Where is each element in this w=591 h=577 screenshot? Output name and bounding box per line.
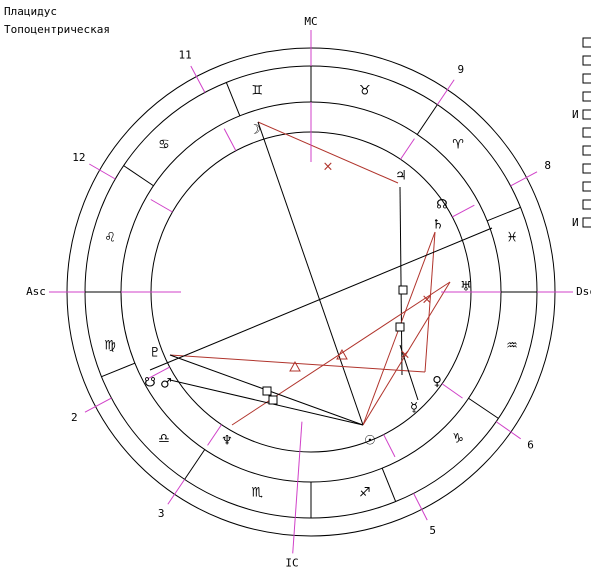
planet-glyph: ♇ [149, 346, 161, 361]
legend-box [582, 91, 591, 102]
house-system: Плацидус [4, 5, 57, 18]
aspect-symbol: × [400, 348, 411, 363]
sign-boundary [101, 362, 136, 378]
angle-line [292, 421, 303, 554]
planet-glyph: ♄ [432, 218, 444, 233]
aspect [149, 227, 493, 371]
aspect [169, 354, 426, 373]
house-cusp [383, 434, 396, 458]
legend-box [582, 199, 591, 210]
legend-box [582, 37, 591, 48]
aspect-symbol: × [422, 293, 433, 308]
legend-boxes: И И [572, 37, 591, 229]
sign-glyph: ♍ [104, 338, 116, 353]
house-number: 11 [179, 48, 192, 61]
aspect [231, 281, 451, 426]
planet-glyph: ♃ [395, 169, 407, 184]
sign-glyph: ♋ [158, 137, 170, 152]
planet-glyph: ♅ [460, 280, 472, 295]
house-number: 9 [458, 63, 465, 76]
house-cusp [400, 138, 415, 160]
aspect [257, 121, 364, 426]
house-cusp [147, 366, 170, 380]
sign-glyph: ♊ [251, 84, 263, 99]
sign-glyph: ♑ [452, 432, 464, 447]
house-number: 5 [429, 524, 436, 537]
aspect-symbol [262, 386, 272, 396]
house-cusp [89, 163, 116, 180]
sign-boundary [486, 206, 521, 222]
aspect-symbol [395, 322, 405, 332]
house-cusp [207, 424, 222, 446]
aspect [362, 281, 451, 426]
angle-label: IC [285, 556, 298, 569]
planet-glyph: ♀ [432, 375, 442, 390]
house-cusp [190, 65, 206, 93]
planet-glyph: ♂ [160, 377, 172, 392]
house-number: 2 [71, 411, 78, 424]
legend-label: И [572, 108, 579, 121]
sign-boundary [123, 165, 154, 187]
legend-box [582, 55, 591, 66]
aspect [169, 379, 364, 426]
house-cusp [495, 421, 521, 440]
house-cusp [223, 128, 237, 151]
legend-box [582, 217, 591, 228]
sign-boundary [468, 397, 499, 419]
sign-boundary [416, 104, 438, 135]
sign-glyph: ♌ [104, 231, 116, 246]
house-cusp [167, 479, 186, 505]
aspect-symbol: × [323, 160, 334, 175]
house-cusp [150, 199, 173, 213]
house-number: 6 [527, 439, 534, 452]
legend-box [582, 145, 591, 156]
angle-label: Asc [26, 285, 46, 298]
planet-glyph: ☋ [144, 376, 156, 391]
planet-glyph: ☊ [436, 198, 448, 213]
house-number: 12 [72, 151, 85, 164]
house-cusp [413, 493, 428, 521]
house-number: 8 [544, 159, 551, 172]
sign-glyph: ♉ [359, 84, 371, 99]
legend-label: И [572, 216, 579, 229]
house-cusp [510, 171, 538, 187]
aspect [257, 121, 399, 184]
legend-box [582, 73, 591, 84]
planet-glyph: ☽ [249, 123, 261, 138]
aspect-symbol [398, 285, 408, 295]
legend-box [582, 181, 591, 192]
angle-label: MC [304, 15, 317, 28]
aspect [424, 231, 436, 373]
planet-glyph: ☉ [364, 434, 376, 449]
sign-glyph: ♒ [506, 338, 518, 353]
aspect-symbol [336, 348, 348, 360]
house-cusp [436, 79, 455, 105]
legend-box [582, 127, 591, 138]
aspect [399, 344, 419, 401]
sign-boundary [381, 467, 397, 502]
aspect [399, 186, 403, 376]
aspects: × × × [149, 121, 493, 426]
sign-glyph: ♐ [359, 485, 371, 500]
sign-glyph: ♈ [452, 137, 464, 152]
planet-glyph: ☿ [410, 401, 418, 416]
legend-box [582, 109, 591, 120]
angle-label: Dsc [576, 285, 591, 298]
coordinates-mode: Топоцентрическая [4, 23, 110, 36]
sign-boundary [225, 82, 241, 117]
house-cusp [441, 383, 463, 399]
house-cusp [84, 397, 112, 413]
sign-glyph: ♓ [506, 231, 518, 246]
aspect-symbol [289, 360, 301, 372]
sign-glyph: ♎ [158, 432, 170, 447]
house-number: 3 [158, 507, 165, 520]
planet-glyph: ♆ [221, 434, 233, 449]
aspect-symbol [268, 395, 278, 405]
sign-boundary [184, 449, 206, 480]
legend-box [582, 163, 591, 174]
sign-glyph: ♏ [251, 485, 263, 500]
house-cusp [452, 204, 475, 218]
